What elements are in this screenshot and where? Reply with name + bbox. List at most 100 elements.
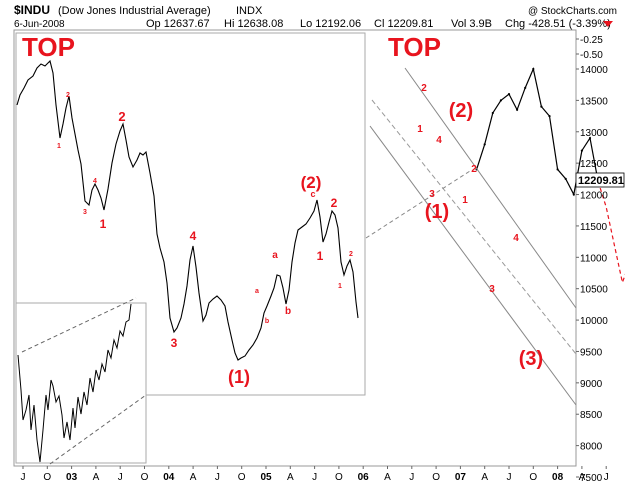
x-tick-label: A xyxy=(287,472,294,483)
y-tick-label: 10000 xyxy=(580,316,608,327)
wave-label: a xyxy=(255,288,259,295)
inset-small-chart-frame xyxy=(15,302,147,464)
wave-label: (1) xyxy=(425,201,449,223)
copyright-label: @ StockCharts.com xyxy=(528,6,617,17)
wave-label: a xyxy=(272,250,278,261)
x-tick-label: 08 xyxy=(552,472,564,483)
channel-lower-line xyxy=(369,125,577,406)
series-point xyxy=(556,168,559,171)
x-tick-label: O xyxy=(432,472,440,483)
y-tick-label: 11500 xyxy=(580,222,608,233)
series-point xyxy=(507,93,511,96)
y-axis: -0.25 -0.50 14000 13500 13000 12500 12000 11500… xyxy=(576,35,608,484)
volume-value: Vol 3.9B xyxy=(451,18,492,30)
x-tick-label: A xyxy=(481,472,488,483)
inset-small-channel-lower xyxy=(49,394,147,465)
wave-label: (3) xyxy=(519,348,543,370)
chart-symbol-name: (Dow Jones Industrial Average) xyxy=(58,5,211,17)
wave-label: 3 xyxy=(489,284,495,295)
x-tick-label: O xyxy=(141,472,149,483)
y-tick-label: 13000 xyxy=(580,128,608,139)
last-price-label: 12209.81 xyxy=(578,175,624,187)
series-point xyxy=(483,143,486,146)
wave-label: 2 xyxy=(331,196,338,210)
y-tick-label: 12000 xyxy=(580,191,608,202)
x-tick-label: J xyxy=(312,472,317,483)
series-point xyxy=(491,111,494,115)
wave-label: 1 xyxy=(57,143,61,150)
x-tick-label: 03 xyxy=(66,472,78,483)
wave-label: b xyxy=(265,318,269,325)
y-tick-label: 11000 xyxy=(580,253,608,264)
y-tick-label: 14000 xyxy=(580,65,608,76)
x-tick-label: 06 xyxy=(358,472,370,483)
inset-small-channel-upper xyxy=(21,297,137,353)
y-tick-label: 12500 xyxy=(580,159,608,170)
low-value: Lo 12192.06 xyxy=(300,18,361,30)
series-point xyxy=(540,105,543,108)
open-value: Op 12637.67 xyxy=(146,18,210,30)
x-tick-label: J xyxy=(21,472,26,483)
wave-label: b xyxy=(285,306,291,317)
channel-upper-line xyxy=(404,67,577,309)
high-value: Hi 12638.08 xyxy=(224,18,283,30)
x-tick-label: A xyxy=(190,472,197,483)
y-tick-label: 13500 xyxy=(580,96,608,107)
chart-date: 6-Jun-2008 xyxy=(14,19,65,30)
x-tick-label: O xyxy=(238,472,246,483)
series-point xyxy=(516,108,519,111)
wave-label: 4 xyxy=(436,135,442,146)
channel-mid-line xyxy=(371,99,577,355)
annotation-top-left: TOP xyxy=(22,32,75,62)
annotations: TOP TOP xyxy=(22,32,441,62)
x-tick-label: J xyxy=(409,472,414,483)
wave-label: 2 xyxy=(66,92,70,99)
wave-label: (2) xyxy=(301,173,322,192)
last-price-box xyxy=(575,172,625,188)
y-tick-label: 10500 xyxy=(580,285,608,296)
y-tick-label: -0.50 xyxy=(580,50,603,61)
x-tick-label: J xyxy=(215,472,220,483)
series-price-line xyxy=(476,67,599,197)
wave-label: 3 xyxy=(429,189,435,200)
wave-label: 4 xyxy=(190,229,197,243)
wave-label: 4 xyxy=(93,178,97,185)
wave-label: 1 xyxy=(338,283,342,290)
series-point xyxy=(564,177,567,180)
x-tick-label: O xyxy=(335,472,343,483)
y-tick-label: 8500 xyxy=(580,410,603,421)
x-axis: JO03AJO04AJO05AJO06AJO07AJO08AJO09AJO xyxy=(21,466,609,483)
x-tick-label: J xyxy=(507,472,512,483)
y-tick-label: 8000 xyxy=(580,442,603,453)
wave-label: 2 xyxy=(471,164,477,175)
down-arrow-icon xyxy=(603,21,613,27)
x-tick-label: O xyxy=(529,472,537,483)
x-tick-label: A xyxy=(384,472,391,483)
wave-label: 4 xyxy=(513,233,519,244)
inset-left-price-line xyxy=(16,59,359,361)
y-tick-label: 9000 xyxy=(580,379,603,390)
wave-label: 1 xyxy=(417,124,423,135)
y-tick-label: 9500 xyxy=(580,347,603,358)
change-value: Chg -428.51 (-3.39%) xyxy=(505,18,611,30)
wave-label: 3 xyxy=(83,209,87,216)
series-point xyxy=(532,67,535,71)
wave-label: c xyxy=(310,189,315,199)
x-tick-label: J xyxy=(118,472,123,483)
x-tick-label: O xyxy=(43,472,51,483)
wave-label: 3 xyxy=(171,336,178,350)
chart-symbol: $INDU xyxy=(14,3,50,17)
series-point xyxy=(524,86,527,89)
series-point xyxy=(580,149,584,152)
series-point xyxy=(572,193,575,196)
close-value: Cl 12209.81 xyxy=(374,18,433,30)
wave-label: 1 xyxy=(317,249,324,263)
projection-path xyxy=(597,181,625,285)
x-tick-label: 05 xyxy=(260,472,272,483)
y-tick-label: -0.25 xyxy=(580,35,603,46)
series-point xyxy=(499,99,502,102)
x-tick-label: 04 xyxy=(163,472,175,483)
